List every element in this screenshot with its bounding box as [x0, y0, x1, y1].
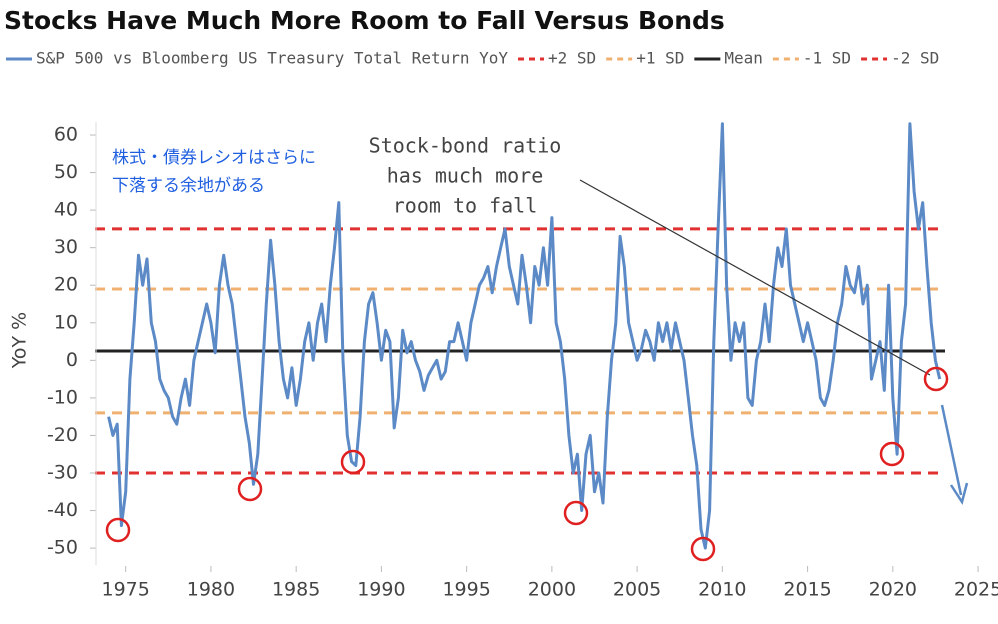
x-tick-label: 2005 [613, 579, 661, 601]
circle [879, 441, 905, 467]
y-tick-label: -50 [47, 537, 78, 559]
overlay [105, 179, 969, 562]
y-tick-label: 30 [54, 236, 78, 258]
legend-label: +2 SD [548, 49, 596, 68]
highlight-circles [105, 366, 949, 562]
y-tick-label: 0 [66, 349, 78, 371]
circle [105, 517, 131, 543]
y-tick-label: 40 [54, 199, 78, 221]
legend-label: +1 SD [636, 49, 684, 68]
circle [690, 536, 716, 562]
x-tick-label: 1990 [357, 579, 405, 601]
x-tick-label: 1995 [442, 579, 490, 601]
arrow-head [949, 482, 969, 506]
circle [563, 500, 589, 526]
x-tick-label: 1975 [102, 579, 150, 601]
legend-label: -1 SD [803, 49, 851, 68]
pointer-line [579, 179, 931, 376]
x-tick-label: 2010 [698, 579, 746, 601]
plot-area: -50 -40 -30 -20 -10 0 10 20 30 40 50 60 1975 1980 1985… [47, 122, 998, 601]
annotation-english: has much more [387, 164, 544, 188]
x-tick-label: 2000 [528, 579, 576, 601]
circle [923, 366, 949, 392]
legend-label: S&P 500 vs Bloomberg US Treasury Total R… [36, 49, 508, 68]
x-tick-label: 2015 [783, 579, 831, 601]
arrow-shaft [940, 404, 963, 496]
x-tick-label: 2025 [954, 579, 998, 601]
chart-title: Stocks Have Much More Room to Fall Versu… [4, 6, 725, 35]
y-tick-label: -40 [47, 499, 78, 521]
x-tick-label: 2020 [869, 579, 917, 601]
y-tick-label: -30 [47, 461, 78, 483]
y-tick-label: 20 [54, 274, 78, 296]
annotation-japanese: 下落する余地がある [112, 176, 265, 196]
annotation-japanese: 株式・債券レシオはさらに [112, 148, 316, 168]
y-tick-label: -20 [47, 424, 78, 446]
series-line [107, 122, 942, 550]
annotation-english: Stock-bond ratio [369, 134, 562, 158]
y-tick-label: 10 [54, 311, 78, 333]
x-tick-label: 1980 [187, 579, 235, 601]
y-axis-label: YoY % [9, 312, 31, 369]
legend-label: Mean [724, 49, 763, 68]
y-tick-label: -10 [47, 386, 78, 408]
circle [237, 476, 263, 502]
legend-label: -2 SD [891, 49, 939, 68]
y-tick-label: 50 [54, 161, 78, 183]
annotation-english: room to fall [393, 194, 538, 218]
x-tick-label: 1985 [272, 579, 320, 601]
y-tick-label: 60 [54, 124, 78, 146]
circle [340, 449, 366, 475]
